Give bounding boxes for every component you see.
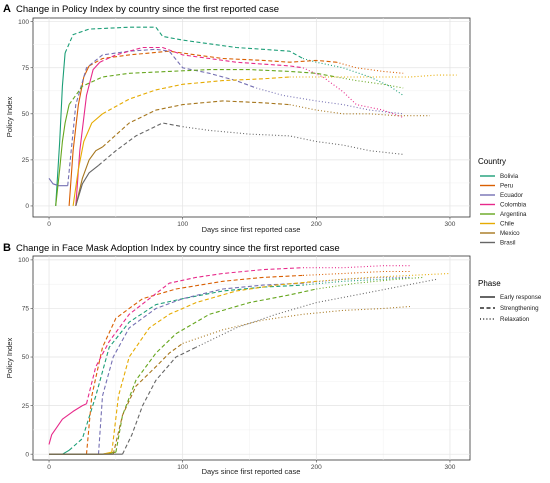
panel-b-title: Change in Face Mask Adoption Index by co… bbox=[16, 243, 340, 254]
panel-b-line-brasil-relaxation bbox=[195, 278, 437, 348]
panel-b-line-chile-strengthening bbox=[111, 280, 317, 453]
panel-a-line-ecuador-relaxation bbox=[256, 87, 404, 115]
panel-a-line-mexico-early-response bbox=[75, 146, 103, 207]
panel-a-xtick-label: 200 bbox=[311, 221, 322, 228]
panel-a-line-chile-early-response bbox=[72, 113, 103, 206]
legend-label-mexico: Mexico bbox=[500, 230, 520, 237]
panel-a-xtick-label: 0 bbox=[47, 221, 51, 228]
panel-a-xlabel: Days since first reported case bbox=[202, 225, 301, 234]
legend-label-bolivia: Bolivia bbox=[500, 173, 519, 180]
panel-a-line-ecuador-early-response bbox=[48, 177, 68, 187]
panel-b-line-peru-relaxation bbox=[302, 270, 410, 276]
panel-b-ytick-label: 25 bbox=[22, 403, 30, 410]
legend-label-chile: Chile bbox=[500, 221, 515, 228]
panel-b-xtick-label: 0 bbox=[47, 464, 51, 471]
panel-a-line-colombia-relaxation bbox=[302, 67, 404, 119]
panel-a-ytick-label: 25 bbox=[22, 157, 30, 164]
panel-a-line-chile-strengthening bbox=[102, 76, 290, 115]
panel-a-line-brasil-early-response bbox=[75, 164, 99, 207]
panel-b-ticks: 0 100 200 300 0 25 50 75 100 bbox=[18, 257, 456, 471]
panel-a-letter: A bbox=[3, 3, 11, 15]
phase-legend: Phase Early response Strengthening Relaxat… bbox=[478, 279, 542, 323]
panel-a-line-ecuador-strengthening bbox=[67, 48, 257, 186]
panel-a-ylabel: Policy Index bbox=[5, 97, 14, 138]
legend-label-argentina: Argentina bbox=[500, 211, 527, 218]
panel-b-ylabel: Policy Index bbox=[5, 338, 14, 379]
panel-b-xtick-label: 300 bbox=[445, 464, 456, 471]
panel-a-ticks: 0 100 200 300 0 25 50 75 100 bbox=[18, 19, 456, 228]
panel-a-xtick-label: 300 bbox=[445, 221, 456, 228]
panel-b-line-ecuador-strengthening bbox=[97, 282, 304, 455]
panel-a-line-peru-relaxation bbox=[336, 61, 404, 74]
panel-b-xtick-label: 100 bbox=[177, 464, 188, 471]
legend-label-ecuador: Ecuador bbox=[500, 192, 523, 199]
panel-a-line-peru-early-response bbox=[68, 65, 90, 206]
panel-b-line-colombia-strengthening bbox=[85, 267, 304, 404]
panel-b-line-colombia-early-response bbox=[48, 403, 87, 445]
panel-a-ytick-label: 50 bbox=[22, 111, 30, 118]
panel-a-line-argentina-strengthening bbox=[68, 69, 337, 105]
phase-legend-title: Phase bbox=[478, 279, 501, 288]
panel-b-plot-area bbox=[32, 255, 471, 461]
panel-a-ytick-label: 75 bbox=[22, 65, 30, 72]
panel-b-ytick-label: 100 bbox=[18, 257, 29, 264]
panel-b-xlabel: Days since first reported case bbox=[202, 467, 301, 476]
panel-a-line-argentina-early-response bbox=[55, 104, 70, 206]
panel-a-line-colombia-strengthening bbox=[99, 46, 304, 69]
country-legend-title: Country bbox=[478, 157, 506, 166]
country-legend: Country Bolivia Peru Ecuador Colombia Argent… bbox=[478, 157, 527, 247]
legend-label-relaxation: Relaxation bbox=[500, 316, 530, 323]
panel-b-line-colombia-relaxation bbox=[303, 265, 410, 269]
panel-a-line-mexico-relaxation bbox=[289, 104, 430, 117]
legend-label-brasil: Brasil bbox=[500, 240, 515, 247]
panel-b-line-argentina-strengthening bbox=[115, 288, 317, 453]
panel-b-line-bolivia-relaxation bbox=[302, 276, 410, 286]
panel-a-line-brasil-strengthening bbox=[98, 122, 183, 166]
panel-a-plot-area bbox=[32, 17, 471, 218]
panel-b-line-brasil-strengthening bbox=[122, 346, 197, 455]
legend-label-early-response: Early response bbox=[500, 294, 542, 301]
panel-a: A Change in Policy Index by country sinc… bbox=[3, 3, 471, 234]
panel-b-line-peru-strengthening bbox=[85, 274, 304, 455]
panel-a-title: Change in Policy Index by country since … bbox=[16, 4, 279, 15]
panel-a-line-bolivia-strengthening bbox=[64, 26, 304, 59]
panel-b-line-chile-relaxation bbox=[316, 272, 451, 282]
panel-b-series bbox=[48, 265, 451, 455]
panel-a-ytick-label: 0 bbox=[25, 203, 29, 210]
legend-label-strengthening: Strengthening bbox=[500, 305, 539, 312]
panel-b-line-mexico-strengthening bbox=[112, 342, 184, 455]
panel-a-line-peru-strengthening bbox=[88, 50, 337, 67]
panel-a-ytick-label: 100 bbox=[18, 19, 29, 26]
panel-b-line-mexico-relaxation bbox=[182, 305, 410, 344]
legend-label-colombia: Colombia bbox=[500, 202, 527, 209]
panel-b-ytick-label: 50 bbox=[22, 354, 30, 361]
panel-b-xtick-label: 200 bbox=[311, 464, 322, 471]
panel-b-ytick-label: 75 bbox=[22, 306, 30, 313]
panel-a-line-chile-relaxation bbox=[289, 74, 457, 78]
panel-b: B Change in Face Mask Adoption Index by … bbox=[3, 242, 471, 476]
panel-a-line-bolivia-relaxation bbox=[302, 57, 404, 96]
legend-label-peru: Peru bbox=[500, 183, 514, 190]
panel-a-line-argentina-relaxation bbox=[336, 76, 404, 89]
panel-b-ytick-label: 0 bbox=[25, 451, 29, 458]
panel-b-line-bolivia-strengthening bbox=[68, 284, 304, 451]
panel-a-series bbox=[48, 26, 457, 207]
panel-a-line-bolivia-early-response bbox=[55, 52, 66, 206]
panel-a-line-mexico-strengthening bbox=[102, 100, 290, 148]
panel-b-letter: B bbox=[3, 242, 11, 254]
panel-a-xtick-label: 100 bbox=[177, 221, 188, 228]
